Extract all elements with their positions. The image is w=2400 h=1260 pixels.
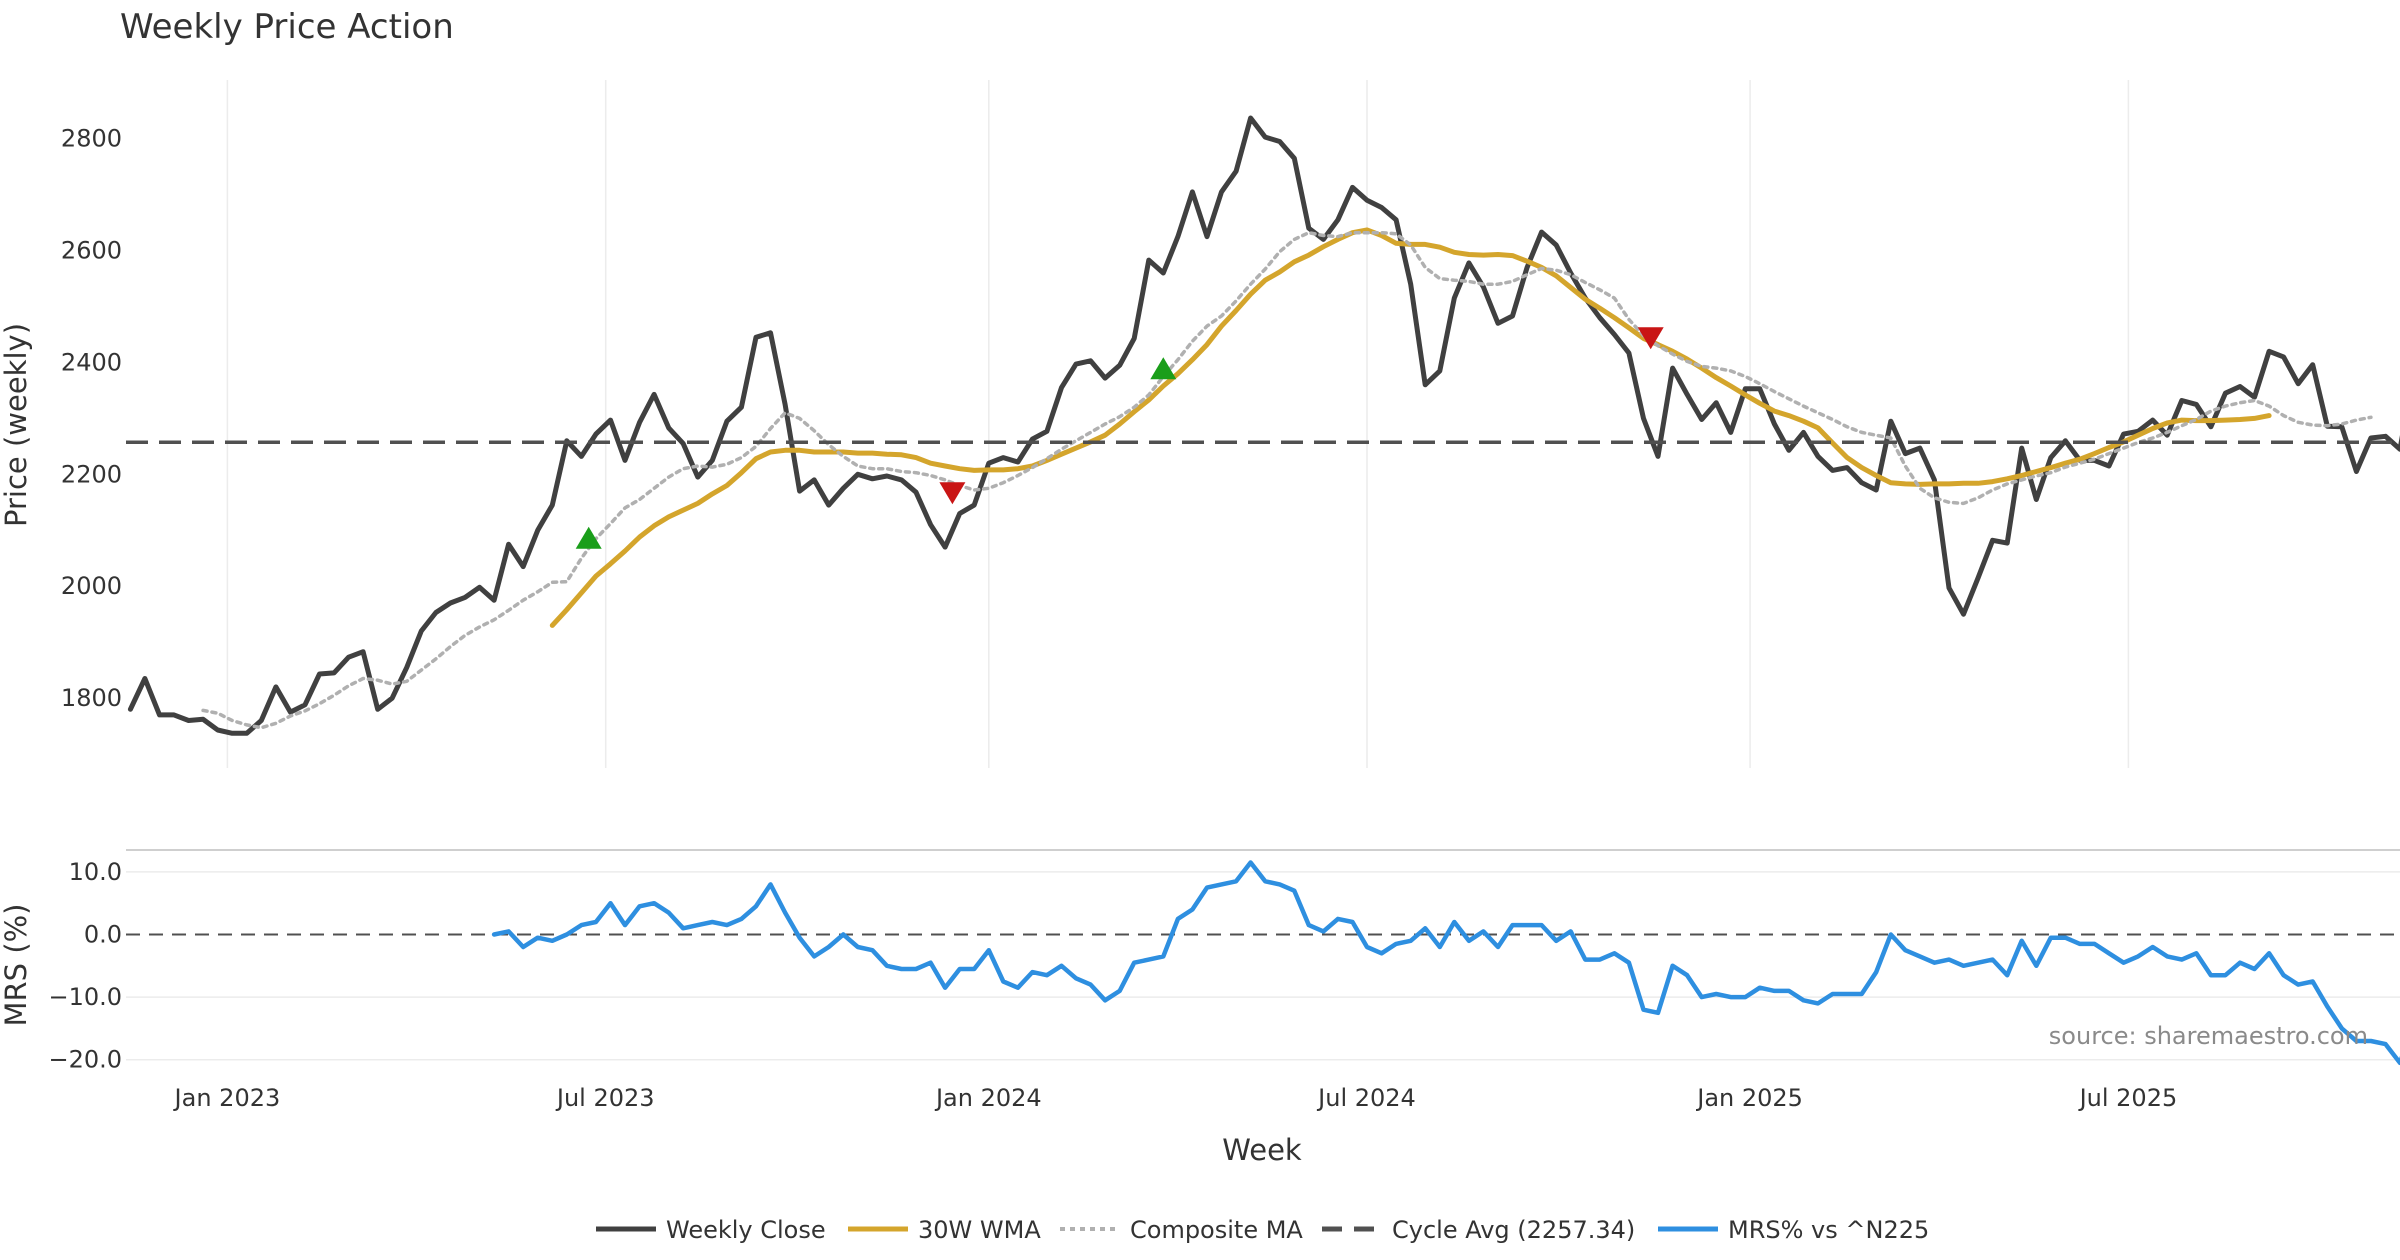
price-axis-title: Price (weekly) xyxy=(0,323,33,527)
price-panel xyxy=(126,115,2400,736)
x-tick-label: Jul 2023 xyxy=(555,1084,655,1112)
legend-label: Weekly Close xyxy=(666,1216,826,1244)
source-annotation: source: sharemaestro.com xyxy=(2049,1022,2368,1050)
chart-title: Weekly Price Action xyxy=(120,7,454,47)
x-tick-label: Jan 2025 xyxy=(1695,1084,1803,1112)
x-tick-label: Jul 2024 xyxy=(1316,1084,1416,1112)
legend-label: Cycle Avg (2257.34) xyxy=(1392,1216,1635,1244)
legend: Weekly Close 30W WMA Composite MA Cycle Avg… xyxy=(596,1216,1929,1244)
buy-signal-marker xyxy=(1150,357,1177,380)
buy-signal-marker xyxy=(575,526,602,549)
mrs-axis-title: MRS (%) xyxy=(0,904,33,1027)
mrs-y-tick-label: −20.0 xyxy=(48,1046,122,1074)
x-axis-title: Week xyxy=(1222,1133,1302,1167)
price-y-tick-label: 2200 xyxy=(61,460,122,488)
price-y-tick-label: 1800 xyxy=(61,684,122,712)
grid-layer xyxy=(126,80,2400,1061)
price-y-tick-label: 2400 xyxy=(61,349,122,377)
series-composite-ma-line xyxy=(201,230,2373,730)
price-y-tick-label: 2000 xyxy=(61,572,122,600)
price-y-tick-label: 2800 xyxy=(61,125,122,153)
x-tick-label: Jan 2023 xyxy=(173,1084,281,1112)
x-tick-label: Jul 2025 xyxy=(2078,1084,2178,1112)
mrs-y-tick-label: 10.0 xyxy=(69,858,122,886)
price-y-tick-label: 2600 xyxy=(61,237,122,265)
mrs-y-tick-label: 0.0 xyxy=(84,921,122,949)
legend-label: 30W WMA xyxy=(918,1216,1041,1244)
legend-label: MRS% vs ^N225 xyxy=(1728,1216,1929,1244)
mrs-y-tick-label: −10.0 xyxy=(48,983,122,1011)
series-mrs-line xyxy=(491,860,2400,1066)
axis-layer: Jan 2023 Jul 2023 Jan 2024 Jul 2024 Jan 2025… xyxy=(48,125,2177,1112)
mrs-panel xyxy=(126,860,2400,1066)
series-weekly-close-line xyxy=(127,115,2400,736)
legend-label: Composite MA xyxy=(1130,1216,1303,1244)
sell-signal-marker xyxy=(939,482,966,505)
sell-signal-marker xyxy=(1637,327,1664,350)
x-tick-label: Jan 2024 xyxy=(934,1084,1042,1112)
